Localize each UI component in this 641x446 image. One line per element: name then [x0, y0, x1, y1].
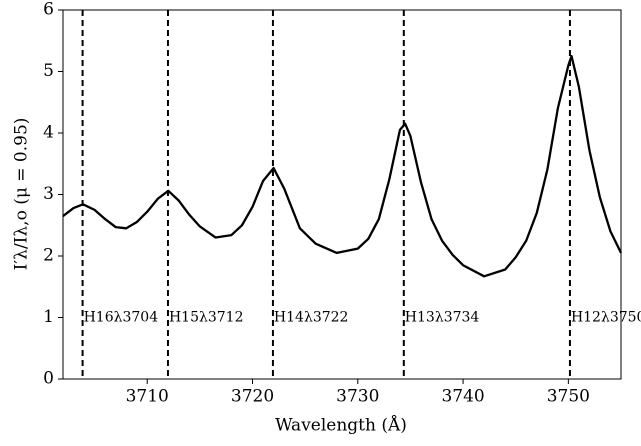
y-tick-label: 2: [43, 246, 54, 266]
annotation: H14λ3722: [274, 310, 349, 326]
x-tick-label: 3730: [336, 387, 379, 407]
x-tick-label: 3720: [231, 387, 274, 407]
y-tick-label: 1: [43, 307, 54, 327]
x-tick-label: 3710: [126, 387, 169, 407]
x-tick-label: 3740: [441, 387, 484, 407]
annotation: H16λ3704: [84, 310, 159, 326]
annotation: H13λ3734: [405, 310, 480, 326]
line-series: [62, 54, 623, 278]
y-tick-label: 3: [43, 184, 54, 204]
x-axis-label: Wavelength (Å): [275, 415, 407, 436]
y-tick-label: 0: [43, 369, 54, 389]
y-tick-label: 6: [43, 0, 54, 20]
annotation: H15λ3712: [169, 310, 244, 326]
x-tick-label: 3750: [547, 387, 590, 407]
y-tick-label: 5: [43, 61, 54, 81]
y-tick-label: 4: [43, 123, 54, 143]
annotation: H12λ3750: [571, 310, 641, 326]
plot-frame: [62, 9, 622, 380]
y-axis-label: I′λ/Iλ,o (μ = 0.95): [12, 118, 32, 271]
